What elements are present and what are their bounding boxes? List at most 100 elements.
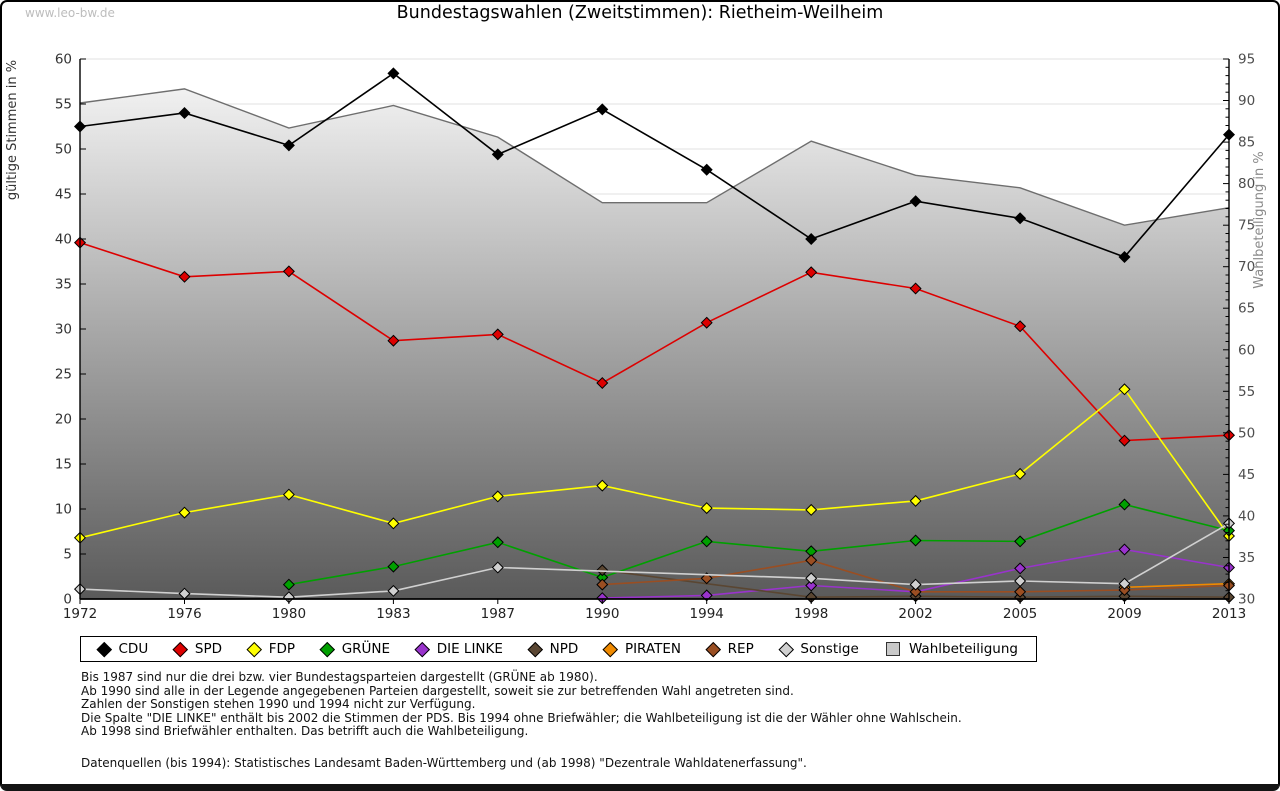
legend-label-fdp: FDP bbox=[268, 641, 295, 657]
note-line-3: Zahlen der Sonstigen stehen 1990 und 199… bbox=[81, 697, 476, 712]
left-tick-label-50: 50 bbox=[55, 142, 72, 158]
marker-sonstige-2002 bbox=[909, 578, 922, 591]
legend-square-wahlbeteiligung bbox=[885, 642, 900, 656]
series-cdu bbox=[73, 67, 1236, 264]
marker-gr-ne-1987 bbox=[491, 536, 504, 549]
legend-diamond-npd bbox=[527, 641, 543, 657]
right-tick-label-60: 60 bbox=[1238, 342, 1255, 358]
marker-fdp-1980 bbox=[282, 488, 295, 501]
marker-sonstige-2009 bbox=[1118, 577, 1131, 590]
marker-sonstige-1998 bbox=[805, 572, 818, 585]
x-tick-label-2002: 2002 bbox=[898, 606, 932, 622]
left-tick-label-35: 35 bbox=[55, 277, 72, 293]
marker-gr-ne-1994 bbox=[700, 535, 713, 548]
line-sonstige bbox=[79, 522, 1230, 599]
marker-fdp-1987 bbox=[491, 490, 504, 503]
page-title: Bundestagswahlen (Zweitstimmen): Riethei… bbox=[396, 3, 884, 23]
legend-item-piraten: PIRATEN bbox=[603, 641, 681, 657]
line-npd bbox=[602, 569, 1230, 599]
legend-item-spd: SPD bbox=[173, 641, 222, 657]
line-gr-ne bbox=[288, 503, 1230, 586]
right-tick-label-50: 50 bbox=[1238, 425, 1255, 441]
marker-gr-ne-2009 bbox=[1118, 498, 1131, 511]
x-tick-label-2005: 2005 bbox=[1003, 606, 1037, 622]
marker-cdu-1998 bbox=[805, 232, 818, 246]
marker-spd-1990 bbox=[596, 376, 609, 390]
series-rep bbox=[596, 554, 1236, 598]
right-tick-label-65: 65 bbox=[1238, 301, 1255, 317]
right-tick-label-95: 95 bbox=[1238, 52, 1255, 68]
x-tick-label-1987: 1987 bbox=[481, 606, 515, 622]
plot-area: 0 5 10 15 20 25 30 35 40 45 50 55 60 30 35 40 45 50 55 60 65… bbox=[55, 52, 1255, 623]
legend-label-wahlbeteiligung: Wahlbeteiligung bbox=[908, 641, 1018, 657]
marker-rep-1990 bbox=[596, 578, 609, 591]
marker-cdu-2005 bbox=[1014, 212, 1027, 225]
x-tick-label-1990: 1990 bbox=[585, 606, 619, 622]
marker-fdp-1994 bbox=[700, 502, 713, 515]
right-tick-label-70: 70 bbox=[1238, 259, 1255, 275]
left-tick-label-5: 5 bbox=[63, 547, 72, 563]
marker-cdu-1990 bbox=[596, 103, 609, 116]
legend-label-spd: SPD bbox=[194, 641, 222, 657]
legend-item-fdp: FDP bbox=[247, 641, 295, 657]
line-spd bbox=[79, 241, 1230, 442]
marker-rep-1998 bbox=[805, 554, 818, 567]
marker-fdp-2002 bbox=[909, 494, 922, 507]
note-line-1: Bis 1987 sind nur die drei bzw. vier Bun… bbox=[81, 670, 598, 684]
right-tick-label-80: 80 bbox=[1238, 176, 1255, 192]
marker-spd-2005 bbox=[1014, 320, 1027, 333]
marker-cdu-1980 bbox=[282, 139, 295, 152]
marker-cdu-2002 bbox=[909, 195, 922, 208]
marker-rep-2005 bbox=[1014, 585, 1027, 598]
left-tick-label-45: 45 bbox=[55, 187, 72, 203]
marker-sonstige-2005 bbox=[1014, 574, 1027, 588]
right-tick-label-35: 35 bbox=[1238, 550, 1255, 566]
area-boundary-wahlbeteiligung bbox=[79, 88, 1230, 226]
right-tick-label-75: 75 bbox=[1238, 218, 1255, 234]
x-tick-label-1998: 1998 bbox=[794, 606, 828, 622]
legend-item-die-linke: DIE LINKE bbox=[415, 641, 503, 657]
legend-diamond-die-linke bbox=[415, 641, 430, 657]
left-tick-label-10: 10 bbox=[55, 502, 72, 518]
legend-item-wahlbeteiligung: Wahlbeteiligung bbox=[885, 641, 1018, 657]
marker-gr-ne-2005 bbox=[1014, 535, 1027, 548]
marker-sonstige-1987 bbox=[491, 561, 504, 574]
legend-label-rep: REP bbox=[727, 641, 754, 657]
marker-rep-2002 bbox=[909, 585, 922, 598]
x-tick-label-2009: 2009 bbox=[1107, 606, 1141, 622]
right-axis-title: Wahlbeteiligung in % bbox=[1252, 151, 1267, 288]
watermark: www.leo-bw.de bbox=[25, 6, 115, 20]
legend-item-npd: NPD bbox=[527, 641, 578, 657]
right-tick-label-55: 55 bbox=[1238, 384, 1255, 400]
marker-spd-1987 bbox=[491, 328, 504, 341]
left-tick-label-60: 60 bbox=[55, 52, 72, 68]
legend-diamond-sonstige bbox=[778, 641, 794, 657]
left-tick-label-40: 40 bbox=[55, 232, 72, 248]
legend-item-sonstige: Sonstige bbox=[778, 641, 859, 657]
marker-npd-1990 bbox=[596, 564, 609, 577]
chart-legend: CDU SPD FDP GRÜNE DIE LINKE NPD PIRATEN REP Sons… bbox=[80, 636, 1037, 662]
x-tick-label-2013: 2013 bbox=[1212, 606, 1246, 622]
marker-cdu-2009 bbox=[1118, 250, 1131, 264]
right-tick-label-90: 90 bbox=[1238, 93, 1255, 109]
left-tick-label-15: 15 bbox=[55, 457, 72, 473]
marker-fdp-1990 bbox=[596, 479, 609, 492]
marker-cdu-1987 bbox=[491, 148, 504, 161]
right-tick-label-40: 40 bbox=[1238, 508, 1255, 524]
x-tick-label-1983: 1983 bbox=[376, 606, 410, 622]
marker-die-linke-2005 bbox=[1014, 562, 1027, 575]
left-tick-label-30: 30 bbox=[55, 322, 72, 338]
marker-spd-2002 bbox=[909, 282, 922, 295]
left-tick-label-25: 25 bbox=[55, 367, 72, 383]
marker-cdu-1976 bbox=[178, 106, 191, 120]
marker-gr-ne-2002 bbox=[909, 534, 922, 547]
line-fdp bbox=[79, 388, 1230, 539]
legend-diamond-piraten bbox=[603, 641, 619, 657]
area-wahlbeteiligung bbox=[80, 88, 1229, 600]
note-line-4: Die Spalte "DIE LINKE" enthält bis 2002 … bbox=[81, 710, 962, 725]
marker-spd-1976 bbox=[178, 270, 191, 283]
legend-label-cdu: CDU bbox=[118, 641, 149, 657]
legend-diamond-fdp bbox=[247, 641, 262, 657]
legend-diamond-spd bbox=[173, 641, 189, 657]
